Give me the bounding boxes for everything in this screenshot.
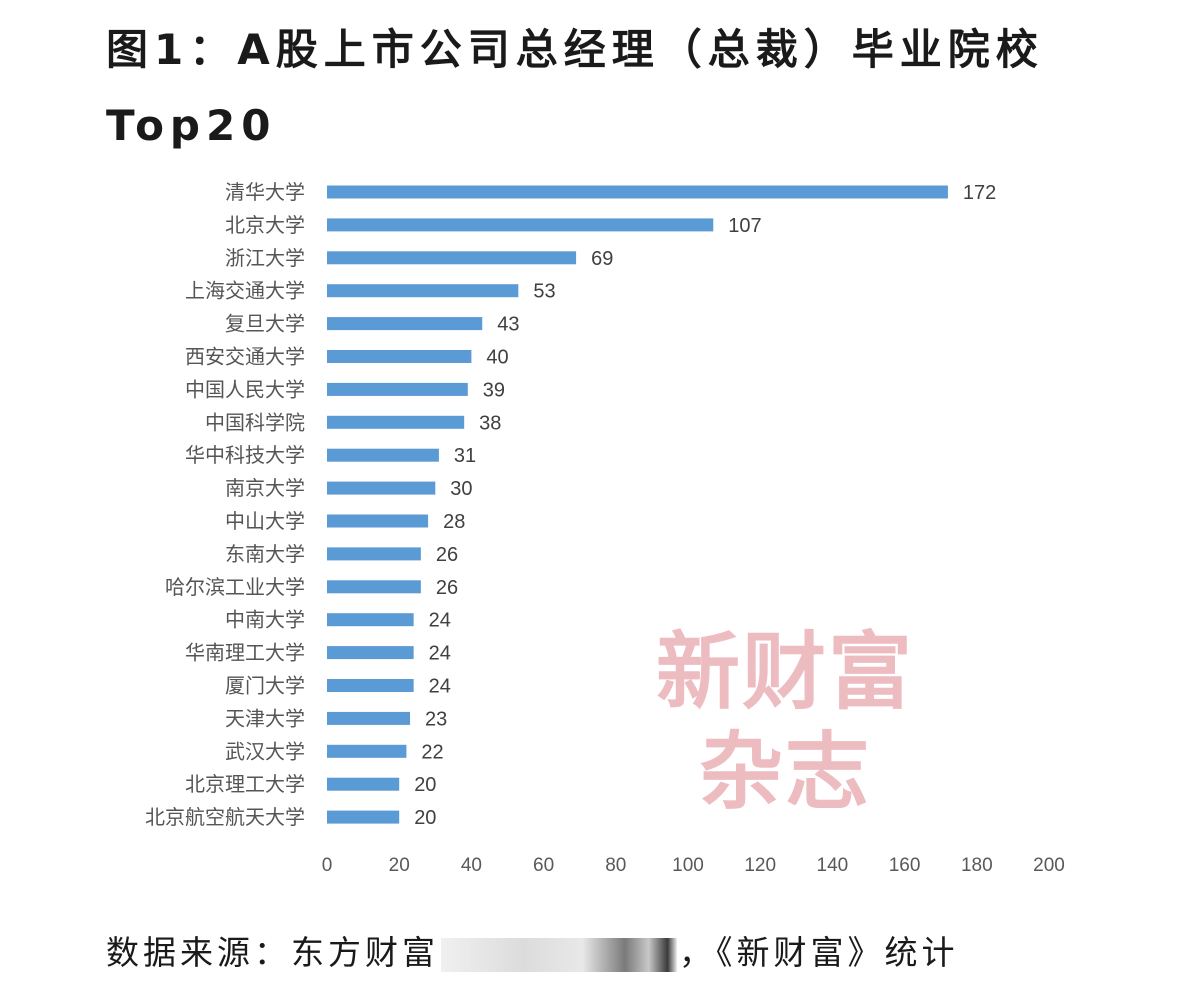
value-label: 172 xyxy=(963,182,996,204)
category-label: 中国人民大学 xyxy=(185,377,305,401)
bar xyxy=(327,448,439,462)
value-label: 39 xyxy=(483,379,505,401)
category-label: 天津大学 xyxy=(225,706,305,730)
x-tick-label: 20 xyxy=(389,855,410,876)
value-label: 24 xyxy=(429,610,451,632)
bar xyxy=(327,415,465,429)
value-label: 28 xyxy=(443,511,465,533)
watermark-line1: 新财富 xyxy=(655,623,914,721)
bar xyxy=(327,646,414,660)
watermark-line2: 杂志 xyxy=(698,723,871,821)
source-suffix: ，《新财富》统计 xyxy=(679,933,959,972)
bar xyxy=(327,547,421,561)
value-label: 40 xyxy=(486,347,508,369)
category-label: 中山大学 xyxy=(225,509,305,533)
value-label: 23 xyxy=(425,708,447,730)
x-tick-label: 140 xyxy=(817,855,849,876)
x-tick-label: 200 xyxy=(1033,855,1065,876)
category-label: 中南大学 xyxy=(225,608,305,632)
value-label: 24 xyxy=(429,676,451,698)
bar xyxy=(327,251,577,265)
watermark: 新财富 杂志 xyxy=(640,622,930,822)
value-label: 107 xyxy=(728,215,761,237)
x-tick-label: 80 xyxy=(605,855,626,876)
x-tick-label: 0 xyxy=(322,855,333,876)
x-tick-label: 100 xyxy=(672,855,704,876)
value-label: 20 xyxy=(414,774,436,796)
bar xyxy=(327,744,407,758)
category-label: 上海交通大学 xyxy=(185,279,305,303)
bar xyxy=(327,777,400,791)
bar xyxy=(327,514,429,528)
category-label: 华中科技大学 xyxy=(185,443,305,467)
value-label: 53 xyxy=(533,281,555,303)
bar xyxy=(327,679,414,692)
redacted-mark xyxy=(441,937,677,972)
value-label: 24 xyxy=(429,643,451,665)
category-label: 复旦大学 xyxy=(225,312,305,336)
value-label: 26 xyxy=(436,544,458,566)
bar xyxy=(327,580,421,594)
bar xyxy=(327,711,411,725)
x-tick-label: 120 xyxy=(744,855,776,876)
bar xyxy=(327,317,483,331)
value-label: 22 xyxy=(421,741,443,763)
category-label: 哈尔滨工业大学 xyxy=(165,575,305,599)
value-label: 38 xyxy=(479,412,501,434)
value-label: 20 xyxy=(414,807,436,829)
bar xyxy=(327,481,436,495)
value-label: 69 xyxy=(591,248,613,270)
bar xyxy=(327,284,519,298)
x-tick-label: 40 xyxy=(461,855,482,876)
category-label: 北京理工大学 xyxy=(185,772,305,796)
bar xyxy=(327,185,948,199)
category-label: 东南大学 xyxy=(225,542,305,566)
category-label: 北京航空航天大学 xyxy=(145,805,305,829)
value-label: 43 xyxy=(497,314,519,336)
category-label: 西安交通大学 xyxy=(185,345,305,369)
x-tick-label: 60 xyxy=(533,855,554,876)
bar xyxy=(327,350,472,363)
category-label: 武汉大学 xyxy=(225,739,305,763)
value-label: 31 xyxy=(454,445,476,467)
category-label: 清华大学 xyxy=(225,180,305,204)
bar xyxy=(327,218,714,232)
chart-title: 图1：A股上市公司总经理（总裁）毕业院校Top20 xyxy=(106,25,1044,150)
source-prefix: 数据来源：东方财富 xyxy=(106,933,439,972)
bar xyxy=(327,382,468,396)
category-label: 中国科学院 xyxy=(205,410,305,434)
category-label: 北京大学 xyxy=(225,213,305,237)
x-tick-label: 180 xyxy=(961,855,993,876)
value-label: 30 xyxy=(450,478,472,500)
source-note: 数据来源：东方财富 ，《新财富》统计 xyxy=(106,926,959,974)
x-tick-label: 160 xyxy=(889,855,921,876)
category-label: 华南理工大学 xyxy=(185,641,305,665)
value-label: 26 xyxy=(436,577,458,599)
category-label: 浙江大学 xyxy=(225,246,305,270)
bar xyxy=(327,810,400,824)
category-label: 厦门大学 xyxy=(225,674,305,698)
category-label: 南京大学 xyxy=(225,476,305,500)
bar xyxy=(327,613,414,627)
